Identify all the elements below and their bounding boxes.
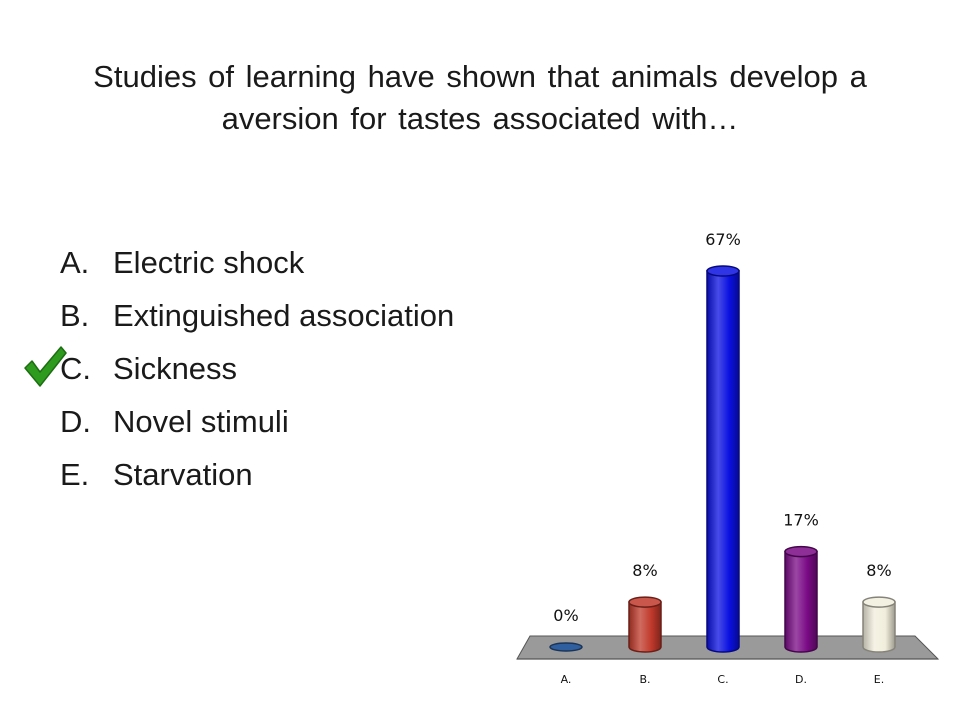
x-tick-label: C. — [717, 673, 728, 686]
option-text: Starvation — [113, 457, 253, 492]
option-letter: B. — [60, 298, 90, 333]
x-tick-label: B. — [639, 673, 650, 686]
x-tick-label: E. — [874, 673, 884, 686]
option-letter: C. — [60, 351, 91, 386]
bar-top — [862, 596, 896, 608]
bar-b — [628, 601, 662, 653]
bar-e — [862, 601, 896, 653]
data-label: 0% — [553, 606, 578, 625]
option-text: Electric shock — [113, 245, 305, 280]
data-label: 17% — [783, 511, 819, 530]
slide-title: Studies of learning have shown that anim… — [93, 59, 867, 136]
option-c: C. Sickness — [24, 342, 454, 395]
option-letter: E. — [60, 457, 90, 492]
data-label: 8% — [632, 561, 657, 580]
option-text: Extinguished association — [113, 298, 455, 333]
bar-top — [628, 596, 662, 608]
checkmark-icon — [24, 346, 67, 387]
bar-top — [784, 545, 818, 558]
option-letter: D. — [60, 404, 91, 439]
bar-c — [706, 270, 740, 653]
data-label: 8% — [866, 561, 891, 580]
option-b: B. Extinguished association — [60, 289, 454, 342]
bar-a — [549, 642, 583, 652]
option-letter: A. — [60, 245, 90, 280]
option-a: A. Electric shock — [60, 236, 454, 289]
option-text: Sickness — [113, 351, 238, 386]
option-e: E. Starvation — [60, 448, 454, 501]
bar-d — [784, 550, 818, 653]
data-label: 67% — [705, 230, 741, 249]
x-tick-label: A. — [561, 673, 572, 686]
option-d: D. Novel stimuli — [60, 395, 454, 448]
bar-top — [706, 265, 740, 277]
x-tick-label: D. — [795, 673, 807, 686]
option-text: Novel stimuli — [113, 404, 289, 439]
answer-options: A. Electric shock B. Extinguished associat… — [24, 236, 454, 501]
